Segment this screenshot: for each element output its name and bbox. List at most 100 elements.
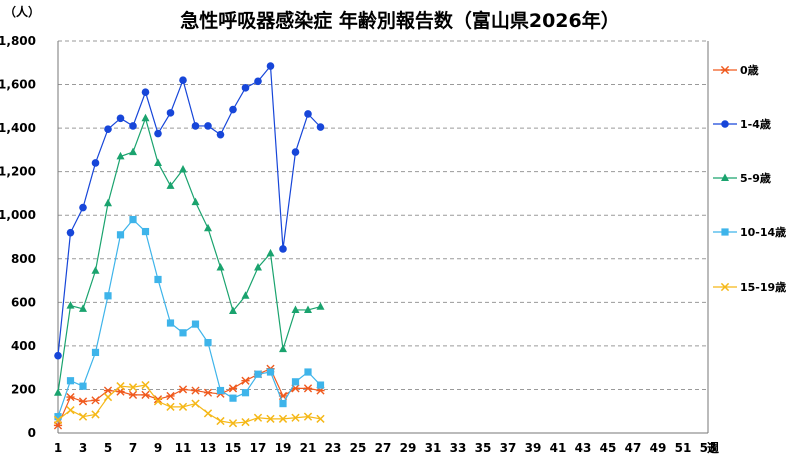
data-point (154, 129, 162, 138)
data-point (141, 88, 150, 96)
x-tick-label: 25 (350, 441, 367, 455)
x-tick-label: 33 (450, 441, 467, 455)
series-3 (54, 215, 325, 421)
data-point (141, 380, 150, 390)
data-point (253, 413, 263, 422)
data-point (228, 384, 238, 393)
y-axis-ticks: 0 200 400 600 800 1,000 1,200 1,400 1,600 1,800 (0, 34, 36, 440)
y-tick-label: 1,600 (0, 78, 36, 92)
data-point (178, 402, 188, 411)
data-point (291, 305, 300, 313)
data-point (216, 386, 225, 395)
data-point (54, 413, 62, 421)
x-tick-label: 21 (300, 441, 317, 455)
data-point (241, 84, 250, 92)
x-tick-label: 5 (104, 441, 112, 455)
data-point (129, 147, 137, 156)
legend-item: 0歳 (713, 63, 759, 77)
y-tick-label: 600 (11, 295, 36, 309)
data-point (303, 412, 313, 421)
data-point (103, 386, 113, 395)
x-tick-label: 7 (129, 441, 137, 455)
data-point (179, 164, 187, 173)
x-tick-label: 47 (625, 441, 642, 455)
legend-marker (721, 120, 729, 128)
data-point (203, 388, 213, 397)
legend: 0歳 1-4歳 5-9歳 10-14歳 15-19歳 (713, 63, 786, 294)
data-point (179, 329, 187, 337)
data-point (153, 397, 163, 406)
x-tick-label: 37 (500, 441, 517, 455)
chart-title: 急性呼吸器感染症 年齢別報告数（富山県2026年） (180, 9, 620, 32)
legend-item: 15-19歳 (713, 280, 786, 294)
x-tick-label: 49 (650, 441, 667, 455)
x-tick-label: 11 (175, 441, 192, 455)
x-tick-label: 3 (79, 441, 87, 455)
data-point (216, 130, 225, 139)
data-point (141, 113, 150, 122)
data-point (291, 148, 300, 156)
legend-item: 5-9歳 (713, 171, 771, 185)
data-point (216, 416, 225, 426)
data-point (91, 396, 100, 405)
data-point (229, 306, 237, 315)
x-tick-label: 15 (225, 441, 242, 455)
data-point (66, 228, 75, 237)
x-tick-label: 13 (200, 441, 217, 455)
data-point (191, 320, 200, 328)
data-point (78, 412, 88, 421)
data-point (241, 376, 250, 385)
data-point (191, 399, 200, 408)
data-point (304, 368, 312, 376)
x-tick-label: 23 (325, 441, 342, 455)
data-point (191, 197, 200, 206)
data-point (66, 406, 75, 415)
data-point (104, 292, 112, 300)
data-point (154, 275, 162, 284)
legend-marker (721, 228, 729, 236)
series-4 (53, 380, 325, 428)
data-point (79, 382, 87, 390)
data-point (91, 348, 100, 357)
x-tick-label: 31 (425, 441, 442, 455)
data-point (278, 414, 288, 423)
data-point (266, 248, 275, 257)
data-point (128, 390, 138, 399)
data-point (141, 390, 150, 399)
x-tick-label: 1 (54, 441, 62, 455)
y-tick-label: 200 (11, 382, 36, 396)
data-point (104, 198, 112, 207)
legend-label: 5-9歳 (740, 171, 771, 185)
data-point (79, 203, 87, 212)
data-point (66, 392, 75, 402)
data-point (266, 368, 275, 376)
x-tick-label: 41 (550, 441, 567, 455)
data-point (79, 304, 87, 312)
data-point (204, 339, 212, 347)
x-axis-ticks: 1 3 5 7 9 11 13 15 17 19 21 23 25 27 29 31 33 35 37 39 41 43 4… (54, 441, 717, 455)
data-point (66, 377, 75, 385)
y-tick-label: 1,000 (0, 208, 36, 222)
data-point (204, 122, 212, 130)
data-point (254, 77, 262, 86)
data-point (229, 105, 237, 114)
data-point (266, 414, 275, 423)
legend-marker (720, 282, 730, 292)
y-axis-unit-label: （人） (4, 4, 40, 19)
x-tick-label: 53 (700, 441, 717, 455)
data-point (204, 223, 212, 232)
data-point (66, 301, 75, 309)
data-point (178, 385, 188, 394)
data-point (241, 389, 250, 397)
data-point (191, 122, 200, 130)
series-line (57, 384, 321, 424)
series-2 (54, 113, 325, 396)
legend-item: 10-14歳 (713, 225, 786, 239)
data-point (203, 409, 213, 418)
series-line (57, 367, 321, 426)
legend-marker (721, 173, 729, 181)
series-line (57, 218, 321, 417)
x-tick-label: 35 (475, 441, 492, 455)
y-tick-label: 1,800 (0, 34, 36, 48)
